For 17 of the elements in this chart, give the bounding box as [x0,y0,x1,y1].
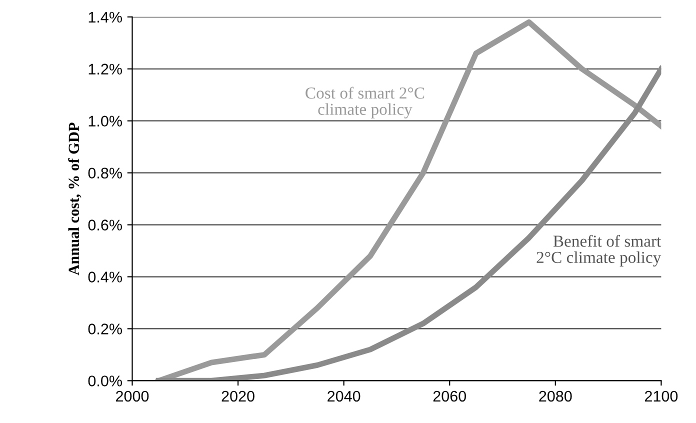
y-tick-label: 0.2% [88,324,122,334]
x-tick-label: 2000 [116,390,149,402]
y-tick-label: 1.4% [88,12,122,23]
series-label: Cost of smart 2°C climate policy [306,86,424,118]
x-tick-label: 2060 [433,390,466,402]
x-tick-label: 2020 [222,390,254,402]
x-tick-label: 2100 [644,390,678,402]
y-tick-label: 0.8% [88,168,122,179]
series-label: Benefit of smart 2°C climate policy [536,234,662,266]
x-tick-label: 2040 [328,390,360,402]
y-tick-label: 1.2% [88,64,122,75]
y-tick-label: 0.4% [88,272,122,282]
x-tick-label: 2080 [539,390,572,402]
y-axis-title: Annual cost, % of GDP [68,122,82,276]
y-tick-label: 0.0% [88,376,122,386]
y-tick-label: 0.6% [88,220,122,230]
y-tick-label: 1.0% [88,116,122,127]
